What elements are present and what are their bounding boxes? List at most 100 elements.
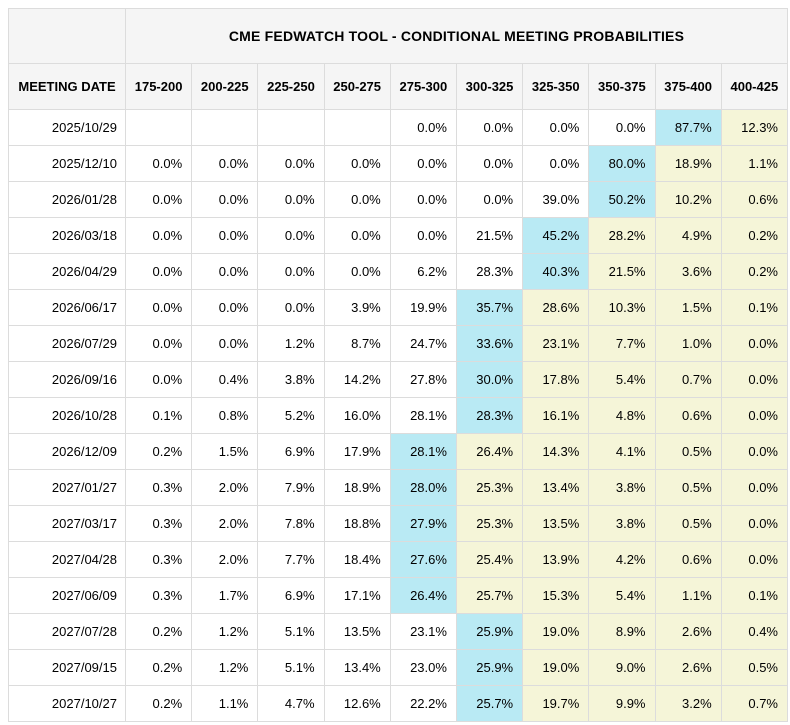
probability-cell: 10.2% <box>654 181 722 218</box>
probability-cell: 2.0% <box>191 541 259 578</box>
probability-cell: 45.2% <box>522 217 590 254</box>
probability-cell: 1.2% <box>257 325 325 362</box>
probability-cell: 4.2% <box>588 541 656 578</box>
meeting-date-cell: 2027/07/28 <box>8 613 126 650</box>
probability-cell: 23.1% <box>522 325 590 362</box>
probability-cell: 14.2% <box>323 361 391 398</box>
table-row: 2026/09/16 0.0% 0.4% 3.8% 14.2% 27.8% 30.0% 17.… <box>8 361 789 398</box>
table-row: 2026/04/29 0.0% 0.0% 0.0% 0.0% 6.2% 28.3% 40.3%… <box>8 253 789 290</box>
probability-cell: 0.0% <box>257 217 325 254</box>
probability-cell: 1.5% <box>191 433 259 470</box>
rate-range-header: 275-300 <box>389 63 457 110</box>
probability-cell: 4.1% <box>588 433 656 470</box>
probability-cell: 6.2% <box>389 253 457 290</box>
table-row: 2026/10/28 0.1% 0.8% 5.2% 16.0% 28.1% 28.3% 16.… <box>8 397 789 434</box>
probability-cell: 0.8% <box>191 397 259 434</box>
probability-cell: 0.6% <box>654 541 722 578</box>
probability-cell: 0.0% <box>455 109 524 146</box>
column-header-row: MEETING DATE 175-200 200-225 225-250 250-27… <box>8 63 789 110</box>
probability-cell: 0.0% <box>191 325 259 362</box>
probability-cell: 25.3% <box>455 505 524 542</box>
meeting-date-cell: 2026/04/29 <box>8 253 126 290</box>
probability-cell: 4.9% <box>654 217 722 254</box>
meeting-date-cell: 2027/06/09 <box>8 577 126 614</box>
probability-cell: 5.4% <box>588 361 656 398</box>
probability-cell: 9.9% <box>588 685 656 722</box>
probability-cell: 0.7% <box>654 361 722 398</box>
meeting-date-cell: 2027/03/17 <box>8 505 126 542</box>
probability-cell: 0.0% <box>588 109 656 146</box>
meeting-date-cell: 2025/12/10 <box>8 145 126 182</box>
probability-cell: 0.5% <box>654 433 722 470</box>
probability-cell: 0.0% <box>389 145 457 182</box>
probability-cell: 6.9% <box>257 433 325 470</box>
probability-cell: 0.0% <box>124 289 193 326</box>
probability-cell: 0.5% <box>654 505 722 542</box>
probability-cell: 23.1% <box>389 613 457 650</box>
probability-cell: 13.5% <box>323 613 391 650</box>
probability-cell: 0.0% <box>191 217 259 254</box>
probability-cell: 1.1% <box>720 145 789 182</box>
probability-cell: 33.6% <box>455 325 524 362</box>
probability-cell: 0.0% <box>191 181 259 218</box>
probability-cell: 28.3% <box>455 397 524 434</box>
meeting-date-cell: 2026/03/18 <box>8 217 126 254</box>
table-row: 2026/12/09 0.2% 1.5% 6.9% 17.9% 28.1% 26.4% 14.… <box>8 433 789 470</box>
probability-cell: 0.0% <box>323 217 391 254</box>
probability-cell: 0.0% <box>191 145 259 182</box>
probability-cell: 1.5% <box>654 289 722 326</box>
probability-cell: 14.3% <box>522 433 590 470</box>
probability-cell: 40.3% <box>522 253 590 290</box>
table-row: 2026/07/29 0.0% 0.0% 1.2% 8.7% 24.7% 33.6% 23.1… <box>8 325 789 362</box>
probability-cell: 24.7% <box>389 325 457 362</box>
probability-cell: 0.0% <box>522 109 590 146</box>
probability-cell: 0.2% <box>720 253 789 290</box>
probability-cell: 25.9% <box>455 613 524 650</box>
probability-cell: 15.3% <box>522 577 590 614</box>
probability-cell: 0.0% <box>389 181 457 218</box>
probability-cell: 7.7% <box>257 541 325 578</box>
title-row: CME FEDWATCH TOOL - CONDITIONAL MEETING … <box>8 8 788 64</box>
probability-cell <box>323 109 391 146</box>
probability-cell: 28.6% <box>522 289 590 326</box>
probability-cell: 0.0% <box>124 217 193 254</box>
meeting-date-cell: 2027/10/27 <box>8 685 126 722</box>
table-row: 2027/10/27 0.2% 1.1% 4.7% 12.6% 22.2% 25.7% 19.… <box>8 685 789 722</box>
rate-range-header: 325-350 <box>522 63 590 110</box>
probability-cell: 28.1% <box>389 397 457 434</box>
probability-cell: 3.8% <box>257 361 325 398</box>
rate-range-header: 225-250 <box>257 63 325 110</box>
probability-cell: 39.0% <box>522 181 590 218</box>
probability-cell: 0.6% <box>654 397 722 434</box>
probability-cell: 0.0% <box>720 505 789 542</box>
rate-range-header: 350-375 <box>588 63 656 110</box>
probability-cell: 0.2% <box>124 685 193 722</box>
probability-cell: 25.7% <box>455 577 524 614</box>
probability-cell: 28.2% <box>588 217 656 254</box>
probability-cell: 0.0% <box>124 181 193 218</box>
probability-cell: 27.8% <box>389 361 457 398</box>
probability-cell: 0.2% <box>720 217 789 254</box>
rate-range-header: 400-425 <box>720 63 789 110</box>
probability-cell: 0.0% <box>323 181 391 218</box>
probability-cell <box>191 109 259 146</box>
probability-cell: 4.8% <box>588 397 656 434</box>
probability-cell: 21.5% <box>455 217 524 254</box>
probability-cell: 0.1% <box>720 577 789 614</box>
corner-cell <box>8 8 126 64</box>
probability-cell: 0.0% <box>720 541 789 578</box>
probability-cell: 0.0% <box>191 253 259 290</box>
probability-cell: 18.8% <box>323 505 391 542</box>
probability-cell: 0.0% <box>257 289 325 326</box>
probability-cell: 13.4% <box>522 469 590 506</box>
meeting-date-cell: 2026/09/16 <box>8 361 126 398</box>
probability-cell: 0.0% <box>720 433 789 470</box>
probability-cell: 2.0% <box>191 469 259 506</box>
probability-cell: 8.7% <box>323 325 391 362</box>
probability-cell: 13.5% <box>522 505 590 542</box>
probability-cell: 0.0% <box>257 253 325 290</box>
meeting-date-cell: 2026/12/09 <box>8 433 126 470</box>
probability-cell: 0.0% <box>191 289 259 326</box>
probability-cell: 0.3% <box>124 505 193 542</box>
probability-cell: 12.6% <box>323 685 391 722</box>
